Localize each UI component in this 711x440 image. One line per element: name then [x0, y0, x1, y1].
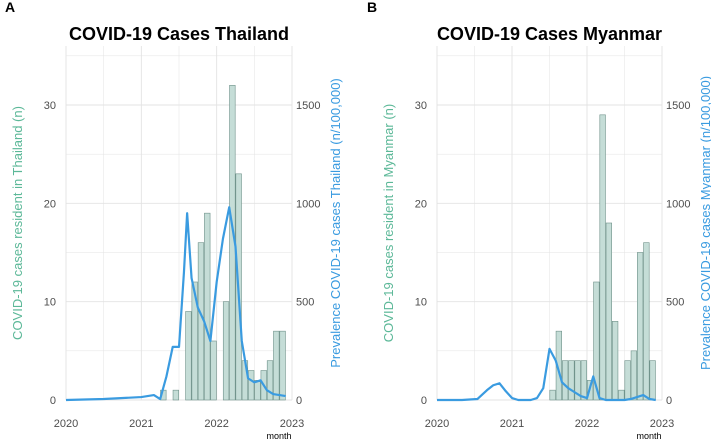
- bar-2022-09: [637, 252, 644, 401]
- bar-2022-10: [643, 242, 650, 401]
- left-tick-label: 10: [44, 297, 56, 309]
- right-tick-label: 0: [666, 395, 672, 407]
- prevalence-line: [437, 347, 656, 402]
- left-tick-label: 0: [50, 395, 56, 407]
- bar-2021-12: [580, 360, 587, 401]
- bar-2022-02: [222, 301, 230, 401]
- bar-2021-09: [562, 360, 569, 401]
- bar-2021-07: [549, 389, 556, 401]
- x-tick-label: 2022: [575, 418, 599, 430]
- chart-title: COVID-19 Cases Myanmar: [437, 24, 662, 44]
- bar-2022-07: [624, 360, 631, 401]
- bar-2022-08: [630, 350, 637, 401]
- right-tick-label: 500: [296, 297, 314, 309]
- bar-2022-02: [593, 281, 600, 401]
- x-tick-label: 2021: [129, 418, 153, 430]
- x-axis-label: month: [636, 431, 661, 440]
- right-axis-label: Prevalence COVID-19 cases Thailand (n/10…: [328, 78, 343, 368]
- left-axis-label: COVID-19 cases resident in Myanmar (n): [381, 104, 396, 342]
- x-tick-label: 2022: [204, 418, 228, 430]
- bar-2021-09: [191, 281, 198, 401]
- bar-2022-06: [618, 389, 625, 401]
- left-tick-label: 20: [44, 198, 56, 210]
- right-tick-label: 1000: [296, 198, 320, 210]
- gridlines: [65, 46, 293, 401]
- x-axis-ticks: 2020 2021 2022 2023: [54, 418, 304, 430]
- bar-2022-03: [599, 114, 606, 401]
- prevalence-line: [65, 206, 286, 402]
- bar-2021-10: [568, 360, 575, 401]
- right-tick-label: 1000: [666, 198, 690, 210]
- right-tick-label: 1500: [666, 100, 690, 112]
- x-tick-label: 2023: [280, 418, 304, 430]
- right-axis-ticks: 0 500 1000 1500: [666, 100, 690, 407]
- gridlines: [436, 46, 663, 401]
- bar-2022-09: [266, 360, 274, 401]
- bar-2022-10: [273, 330, 280, 401]
- right-axis-label: Prevalence COVID-19 cases Myanmar (n/100…: [698, 76, 711, 370]
- left-axis-label: COVID-19 cases resident in Thailand (n): [10, 106, 25, 340]
- bar-2022-11: [649, 360, 656, 401]
- bar-2022-04: [605, 222, 612, 401]
- left-tick-label: 30: [415, 100, 427, 112]
- bar-2022-05: [612, 321, 619, 401]
- bar-2022-06: [248, 370, 255, 401]
- x-tick-label: 2020: [425, 418, 449, 430]
- chart-title: COVID-19 Cases Thailand: [69, 24, 289, 44]
- bar-series: [549, 114, 656, 401]
- x-tick-label: 2023: [650, 418, 674, 430]
- left-tick-label: 20: [415, 198, 427, 210]
- x-axis-ticks: 2020 2021 2022 2023: [425, 418, 674, 430]
- left-axis-ticks: 0 10 20 30: [44, 100, 56, 407]
- bar-2021-12: [210, 340, 217, 401]
- bar-2022-11: [279, 330, 286, 401]
- left-tick-label: 0: [421, 395, 427, 407]
- right-tick-label: 0: [296, 395, 302, 407]
- bar-2021-08: [185, 311, 192, 401]
- bar-2022-07: [254, 380, 261, 401]
- panel-thailand: 0 10 20 30 0 500 1000 1500 2020 2021 2022 2023month…: [5, 0, 343, 440]
- right-tick-label: 500: [666, 297, 684, 309]
- left-tick-label: 30: [44, 100, 56, 112]
- bar-2021-06: [172, 389, 179, 401]
- panel-label: A: [5, 0, 15, 15]
- x-tick-label: 2020: [54, 418, 78, 430]
- left-tick-label: 10: [415, 297, 427, 309]
- panel-myanmar: 0 10 20 30 0 500 1000 1500 2020 2021 2022 2023month…: [367, 0, 711, 440]
- panel-label: B: [367, 0, 377, 15]
- x-tick-label: 2021: [500, 418, 524, 430]
- left-axis-ticks: 0 10 20 30: [415, 100, 427, 407]
- right-axis-ticks: 0 500 1000 1500: [296, 100, 320, 407]
- bar-2021-11: [204, 212, 211, 401]
- x-axis-label: month: [266, 431, 291, 440]
- bar-2021-11: [574, 360, 581, 401]
- right-tick-label: 1500: [296, 100, 320, 112]
